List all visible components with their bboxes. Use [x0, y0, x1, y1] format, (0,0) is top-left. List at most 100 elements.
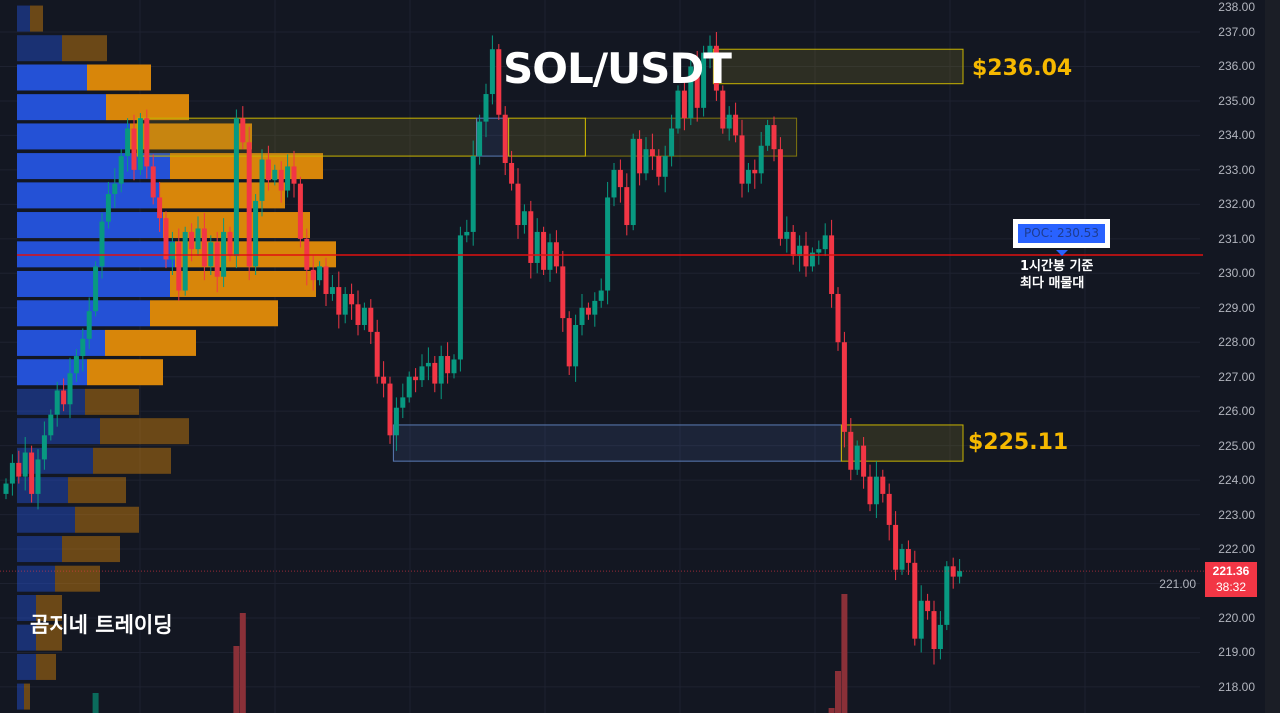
candle-body	[675, 90, 681, 129]
candle-body	[118, 156, 124, 184]
candle-body	[451, 359, 457, 374]
candle-body	[227, 231, 233, 257]
price-tick-label: 232.00	[1218, 197, 1255, 212]
candle-body	[86, 311, 92, 339]
candle-body	[125, 128, 131, 157]
profile-sell-bar	[36, 594, 62, 621]
profile-buy-bar	[17, 300, 150, 327]
candle-body	[745, 169, 751, 184]
candle-body	[157, 197, 163, 219]
price-tick-label: 218.00	[1218, 679, 1255, 694]
candle-body	[93, 266, 99, 312]
candle-body	[739, 135, 745, 184]
candle-body	[701, 52, 707, 108]
candle-body	[630, 138, 636, 226]
candle-body	[477, 121, 483, 157]
candle-body	[464, 231, 470, 236]
profile-buy-bar	[17, 683, 24, 710]
candles	[3, 32, 963, 665]
profile-buy-bar	[17, 565, 55, 592]
candle-body	[432, 362, 438, 384]
candle-body	[873, 476, 879, 505]
candle-body	[502, 114, 508, 163]
candle-body	[35, 459, 41, 494]
price-tick-label: 236.00	[1218, 59, 1255, 74]
candle-body	[342, 293, 348, 315]
candle-body	[829, 235, 835, 294]
chart-title: SOL/USDT	[503, 44, 732, 93]
candle-body	[957, 571, 963, 577]
candle-body	[150, 166, 156, 198]
profile-buy-bar	[17, 653, 36, 680]
candle-body	[483, 94, 489, 122]
candle-body	[649, 149, 655, 157]
candle-body	[669, 128, 675, 157]
candle-body	[566, 318, 572, 367]
poc-pointer-icon	[1056, 250, 1068, 256]
brand-watermark: 곰지네 트레이딩	[30, 613, 173, 637]
price-axis-edge	[1265, 0, 1280, 713]
candle-body	[886, 493, 892, 525]
profile-buy-bar	[17, 594, 36, 621]
volume-bar	[239, 613, 246, 713]
candle-body	[521, 211, 527, 226]
volume-profile	[17, 5, 336, 710]
candle-body	[816, 249, 822, 253]
price-tick-label: 219.00	[1218, 645, 1255, 660]
profile-sell-bar	[106, 94, 189, 121]
candle-body	[393, 407, 399, 436]
price-tick-label: 229.00	[1218, 300, 1255, 315]
candle-body	[758, 145, 764, 174]
price-tick-label: 231.00	[1218, 231, 1255, 246]
poc-note-line1: 1시간봉 기준	[1020, 259, 1094, 274]
candle-body	[541, 231, 547, 270]
level-label-high: $236.04	[972, 56, 1073, 81]
candle-body	[285, 166, 291, 191]
candle-body	[611, 169, 617, 198]
profile-buy-bar	[17, 94, 106, 121]
candle-body	[662, 156, 668, 177]
last-price-value: 221.36	[1212, 564, 1250, 578]
candle-body	[547, 242, 553, 270]
candle-body	[381, 376, 387, 384]
candle-body	[361, 307, 367, 325]
level-label-low: $225.11	[968, 430, 1069, 455]
candle-body	[176, 242, 182, 291]
price-tick-label: 220.00	[1218, 610, 1255, 625]
candle-body	[182, 231, 188, 291]
candle-body	[387, 383, 393, 436]
candle-body	[790, 231, 796, 257]
zone-box-blue	[392, 424, 842, 462]
candle-body	[323, 266, 329, 294]
candle-body	[822, 235, 828, 250]
candle-body	[931, 611, 937, 650]
candle-body	[336, 287, 342, 315]
candle-body	[899, 549, 905, 570]
candle-body	[515, 183, 521, 226]
candle-body	[528, 211, 534, 263]
candle-body	[880, 476, 886, 494]
zone-box-yellow	[712, 48, 964, 85]
candle-body	[585, 307, 591, 315]
candle-body	[297, 183, 303, 239]
price-tick-label: 222.00	[1218, 542, 1255, 557]
profile-sell-bar	[85, 388, 139, 415]
candle-body	[925, 600, 931, 612]
candle-body	[624, 187, 630, 226]
price-tick-label: 223.00	[1218, 507, 1255, 522]
candle-body	[61, 390, 67, 405]
profile-sell-bar	[100, 418, 189, 445]
candle-body	[713, 45, 719, 91]
candle-body	[438, 356, 444, 384]
candle-body	[169, 242, 175, 260]
poc-label: POC: 230.53	[1013, 219, 1110, 248]
price-tick-label: 235.00	[1218, 93, 1255, 108]
candle-body	[950, 566, 956, 577]
candle-body	[29, 452, 35, 494]
profile-buy-bar	[17, 477, 68, 504]
last-price-badge: 221.36 38:32	[1205, 562, 1257, 597]
candle-body	[425, 362, 431, 367]
candle-body	[291, 166, 297, 184]
candle-body	[944, 566, 950, 625]
